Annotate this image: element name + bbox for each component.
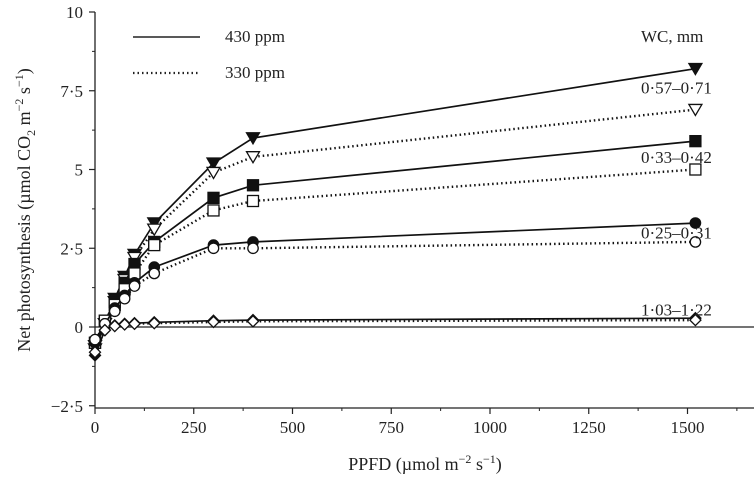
y-tick-label: 10	[66, 3, 83, 22]
y-axis-title-exp: −2	[12, 99, 26, 112]
series-line	[94, 222, 696, 344]
diamond-marker	[128, 317, 141, 331]
legend-label-330: 330 ppm	[225, 63, 285, 82]
x-tick-label: 250	[181, 418, 207, 437]
y-tick-label: −2·5	[51, 397, 83, 416]
diamond-marker	[207, 315, 220, 329]
x-axis-title-mid: s	[471, 454, 483, 474]
circle-marker	[148, 267, 161, 280]
diamond-marker	[88, 345, 102, 359]
group-header: WC, mm	[641, 27, 703, 46]
diamond-marker	[246, 314, 260, 328]
triangle-marker	[245, 132, 261, 146]
x-tick-label: 500	[280, 418, 306, 437]
series-4	[89, 217, 702, 349]
group-label: 0·33–0·42	[641, 148, 712, 167]
series-line	[93, 318, 696, 353]
square-marker	[246, 194, 260, 208]
square-marker	[148, 238, 161, 252]
y-tick-label: 2·5	[60, 239, 83, 258]
x-tick-label: 1000	[473, 418, 507, 437]
y-tick-label: 7·5	[60, 82, 83, 101]
y-axis-title-end: )	[14, 68, 35, 74]
x-tick-label: 1500	[671, 418, 705, 437]
group-labels: 0·57–0·71 0·33–0·42 0·25–0·31 1·03–1·22	[641, 79, 712, 320]
x-axis-title: PPFD (µmol m−2 s−1)	[348, 452, 501, 475]
diamond-marker	[147, 316, 161, 330]
triangle-marker	[205, 157, 222, 171]
series-line	[94, 67, 696, 350]
group-label: 0·25–0·31	[641, 224, 712, 243]
legend-label-430: 430 ppm	[225, 27, 285, 46]
y-axis-title-sub: 2	[24, 130, 38, 136]
y-tick-label: 5	[75, 161, 84, 180]
triangle-marker	[205, 166, 222, 180]
axes	[94, 12, 754, 409]
square-marker	[689, 163, 702, 176]
x-axis-title-main: PPFD (µmol m	[348, 454, 458, 475]
diamond-marker	[98, 323, 112, 337]
circle-marker	[128, 280, 141, 292]
diamond-marker	[688, 313, 702, 327]
y-axis-title-mid2: s	[14, 87, 34, 99]
circle-marker	[118, 292, 131, 305]
series-layer	[87, 62, 704, 362]
triangle-marker	[245, 151, 261, 165]
square-marker	[207, 204, 220, 217]
series-0	[87, 62, 704, 357]
square-marker	[246, 179, 260, 192]
x-tick-label: 0	[91, 418, 100, 437]
y-axis-title-exp2: −1	[12, 74, 26, 87]
triangle-marker	[146, 217, 162, 231]
series-line	[94, 317, 696, 356]
y-axis-title: Net photosynthesis (µmol CO2 m−2 s−1)	[12, 68, 38, 351]
group-label: 1·03–1·22	[641, 301, 712, 320]
diamond-marker	[118, 318, 132, 331]
circle-marker	[108, 305, 121, 318]
diamond-marker	[108, 319, 122, 333]
circle-marker	[689, 236, 702, 248]
x-tick-label: 1250	[572, 418, 606, 437]
tick-labels: 02505007501000125015001750−2·502·557·510	[51, 3, 738, 437]
triangle-marker	[146, 223, 162, 237]
x-axis-title-exp: −2	[459, 452, 472, 466]
x-axis-title-end: )	[496, 454, 502, 475]
circle-marker	[207, 242, 220, 255]
y-tick-label: 0	[75, 318, 84, 337]
circle-marker	[689, 217, 702, 229]
group-label: 0·57–0·71	[641, 79, 712, 98]
square-marker	[207, 191, 220, 205]
x-tick-label: 750	[379, 418, 405, 437]
square-marker	[689, 134, 702, 148]
y-axis-title-mid: m	[14, 111, 34, 130]
series-1	[87, 103, 704, 354]
series-line	[94, 140, 696, 344]
triangle-marker	[687, 103, 704, 117]
triangle-marker	[687, 62, 704, 76]
x-axis-title-exp2: −1	[483, 452, 496, 466]
legend: 430 ppm 330 ppm	[133, 27, 285, 82]
series-5	[89, 236, 702, 346]
series-7	[88, 313, 702, 359]
y-axis-title-main: Net photosynthesis (µmol CO	[14, 136, 35, 352]
circle-marker	[247, 242, 259, 255]
